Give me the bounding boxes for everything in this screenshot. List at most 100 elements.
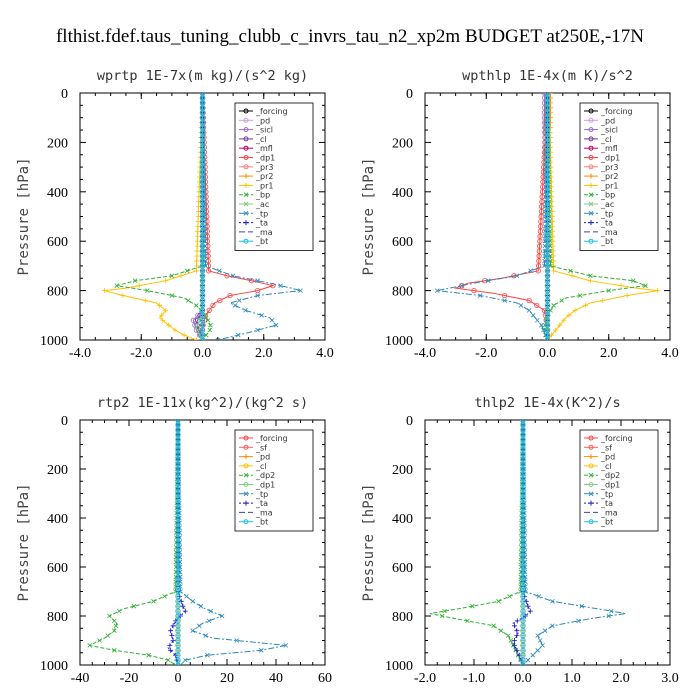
legend: _forcing_sf_pd_cl_dp2_dp1_tp_ta_ma_bt xyxy=(579,429,659,532)
y-tick-label: 1000 xyxy=(40,659,68,674)
series-marker xyxy=(175,495,181,501)
series-marker xyxy=(459,283,465,288)
series-marker xyxy=(235,332,241,338)
series-marker xyxy=(559,298,565,303)
series-marker xyxy=(549,218,555,224)
legend-marker xyxy=(243,482,249,487)
series-marker xyxy=(561,317,567,323)
series-marker xyxy=(486,278,491,284)
series-marker xyxy=(537,233,543,239)
legend-label: _ta xyxy=(600,499,613,508)
legend-marker xyxy=(588,463,594,469)
series-marker xyxy=(520,574,526,580)
series-marker xyxy=(548,93,554,96)
series-marker xyxy=(175,451,181,457)
series-marker xyxy=(549,199,555,205)
series-marker xyxy=(175,456,181,462)
y-tick-label: 0 xyxy=(406,414,413,429)
series-marker xyxy=(551,268,557,274)
x-tick-label: 4.0 xyxy=(661,346,679,361)
series-marker xyxy=(165,657,171,663)
legend-marker xyxy=(243,472,249,478)
x-tick-label: -2.0 xyxy=(475,346,497,361)
series-marker xyxy=(544,317,551,323)
series-marker xyxy=(544,164,551,170)
series-marker xyxy=(184,594,189,599)
series-marker xyxy=(205,317,211,323)
series-marker xyxy=(298,288,303,293)
legend-marker xyxy=(588,173,594,179)
legend-marker xyxy=(243,182,249,188)
legend-label: _ta xyxy=(255,499,268,508)
series-marker xyxy=(236,298,242,303)
series-marker xyxy=(196,623,202,629)
series-line-pr1 xyxy=(104,93,203,340)
y-tick-label: 400 xyxy=(392,186,413,201)
series-marker xyxy=(520,662,526,665)
series-marker xyxy=(199,238,206,244)
series-marker xyxy=(199,278,206,284)
series-marker xyxy=(255,327,260,333)
legend-marker xyxy=(588,145,594,151)
series-marker xyxy=(520,481,526,487)
series-marker xyxy=(576,618,581,624)
series-marker xyxy=(243,308,248,313)
x-tick-label: 0.0 xyxy=(194,346,212,361)
series-marker xyxy=(199,253,206,259)
legend-label: _bt xyxy=(255,237,268,246)
series-marker xyxy=(112,648,117,653)
series-marker xyxy=(520,662,526,665)
series-marker xyxy=(175,632,181,639)
y-tick-label: 200 xyxy=(47,463,68,478)
series-marker xyxy=(544,218,551,225)
y-axis-label: Pressure [hPa] xyxy=(16,483,32,601)
series-marker xyxy=(618,283,624,289)
y-tick-label: 0 xyxy=(406,87,413,102)
series-marker xyxy=(538,223,544,229)
series-marker xyxy=(199,263,206,269)
series-marker xyxy=(544,120,551,126)
series-marker xyxy=(538,213,544,220)
legend-label: _pr3 xyxy=(255,163,273,172)
series-marker xyxy=(544,159,551,165)
x-tick-label: 0 xyxy=(175,671,182,686)
series-marker xyxy=(190,599,195,604)
y-tick-label: 800 xyxy=(392,285,413,300)
series-marker xyxy=(544,307,551,313)
series-marker xyxy=(200,337,205,340)
legend-label: _bt xyxy=(600,518,613,527)
series-marker xyxy=(163,278,169,284)
series-marker xyxy=(175,618,181,624)
series-marker xyxy=(520,510,526,516)
series-marker xyxy=(172,327,178,333)
legend-marker xyxy=(588,519,594,525)
legend-marker xyxy=(243,155,249,160)
y-tick-label: 800 xyxy=(47,285,68,300)
x-tick-label: 3.0 xyxy=(661,671,679,686)
y-tick-label: 0 xyxy=(61,414,68,429)
series-marker xyxy=(181,332,187,338)
series-group xyxy=(434,93,661,340)
series-marker xyxy=(259,313,264,318)
series-marker xyxy=(514,273,520,279)
series-marker xyxy=(520,603,526,609)
series-marker xyxy=(520,530,526,536)
series-marker xyxy=(544,273,551,279)
series-marker xyxy=(536,258,542,264)
legend-marker xyxy=(243,491,249,497)
series-marker xyxy=(175,420,181,423)
legend-box xyxy=(579,102,659,251)
legend-label: _tp xyxy=(600,490,613,499)
series-marker xyxy=(175,510,181,516)
x-tick-label: -4.0 xyxy=(69,346,91,361)
series-marker xyxy=(175,432,181,438)
series-marker xyxy=(535,317,540,323)
series-marker xyxy=(518,303,524,308)
series-marker xyxy=(215,337,221,340)
legend-label: _pd xyxy=(600,116,615,125)
series-marker xyxy=(520,549,526,555)
series-marker xyxy=(544,95,551,101)
panel-title: wpthlp 1E-4x(m K)/s^2 xyxy=(462,68,633,84)
series-marker xyxy=(199,233,206,239)
series-marker xyxy=(175,441,181,448)
